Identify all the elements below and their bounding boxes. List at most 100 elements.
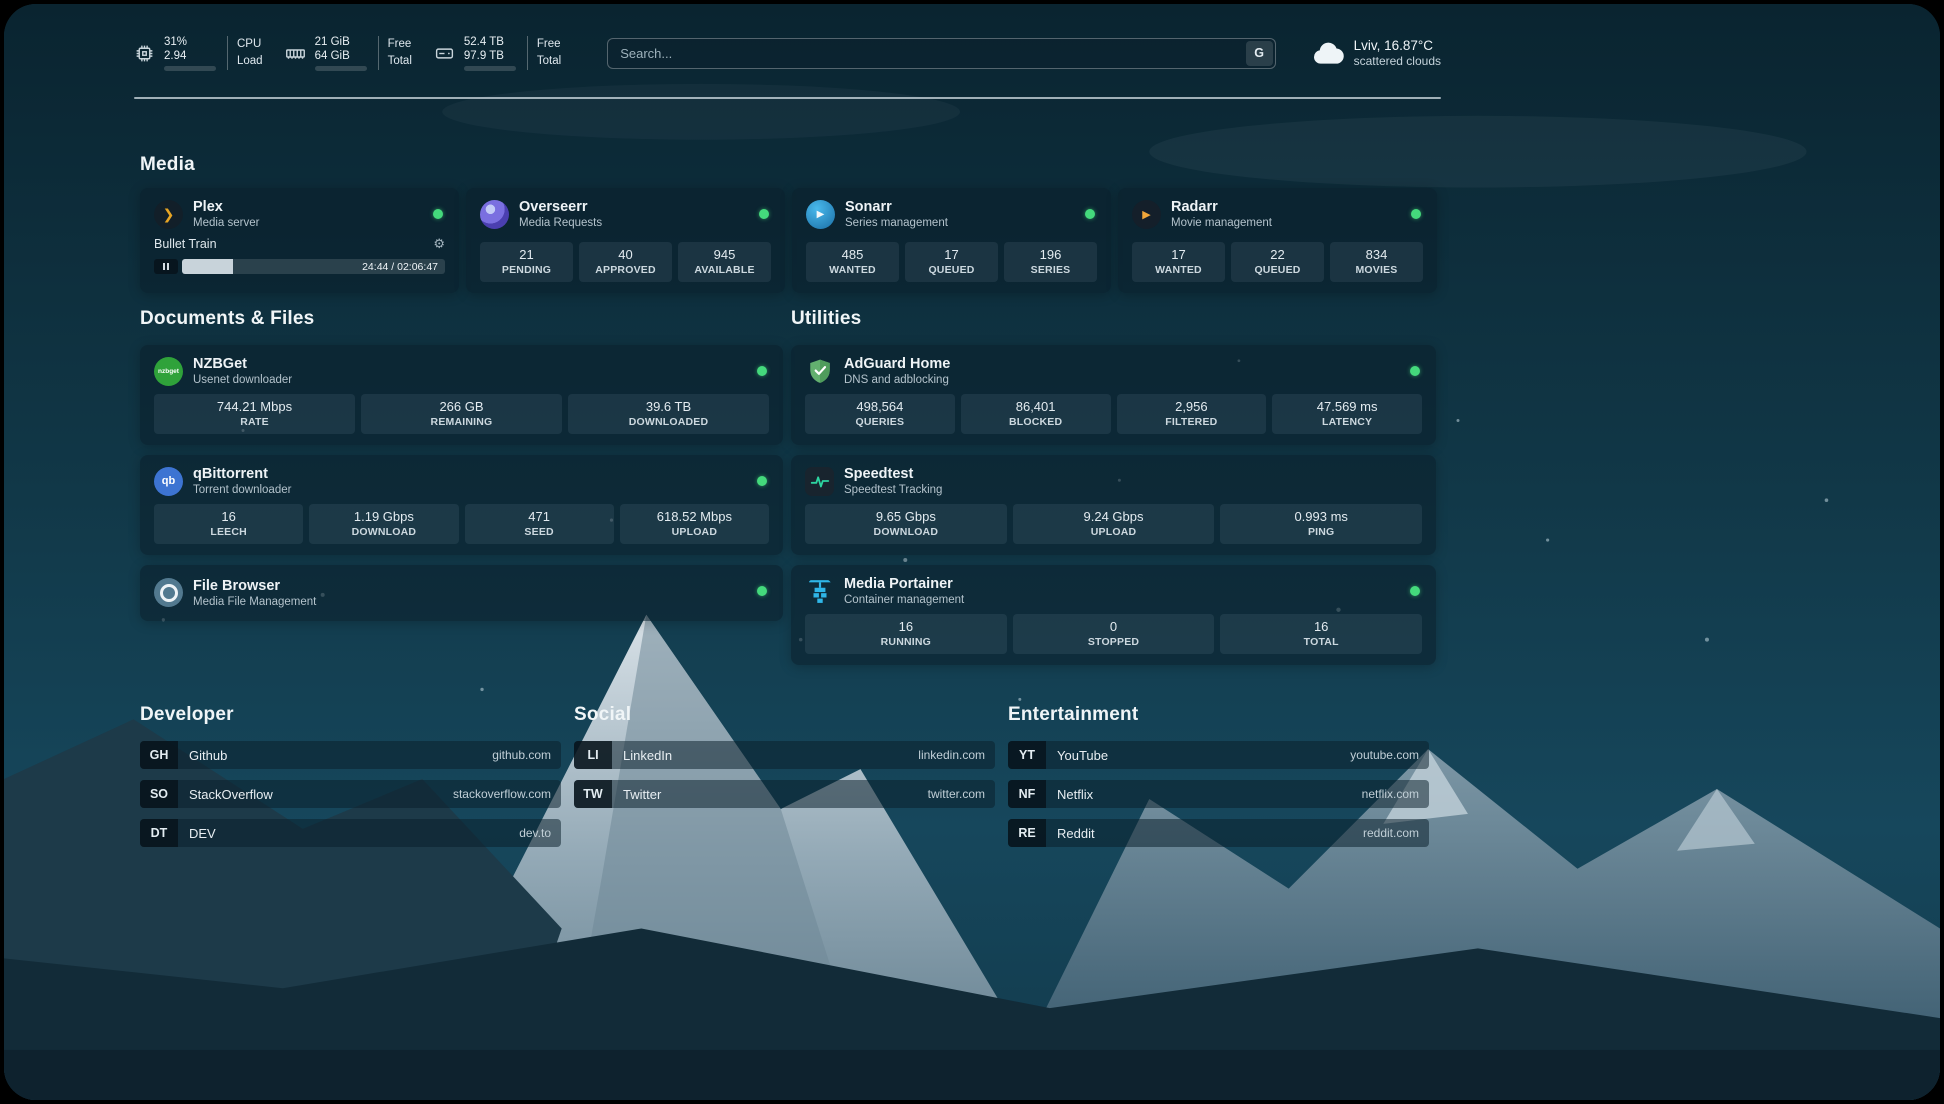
stat-label: QUEUED <box>928 264 975 276</box>
stat-value: 498,564 <box>856 399 904 414</box>
cpu-widget: 31% 2.94 CPU Load <box>134 35 263 72</box>
link-netflix[interactable]: NF Netflix netflix.com <box>1008 780 1429 808</box>
stat-label: STOPPED <box>1087 636 1140 648</box>
stat-label: SEED <box>524 526 554 538</box>
memory-icon <box>285 48 305 59</box>
stat-ping: 0.993 ms PING <box>1220 504 1423 544</box>
topbar: 31% 2.94 CPU Load 21 GiB 64 GiB Free Tot… <box>134 30 1441 76</box>
media-card-grid: Plex Media server Bullet Train ⚙ 24:44 /… <box>140 188 1437 293</box>
stat-label: SERIES <box>1030 264 1071 276</box>
search-bar: G <box>607 37 1276 69</box>
link-youtube[interactable]: YT YouTube youtube.com <box>1008 741 1429 769</box>
stat-queued: 17 QUEUED <box>905 242 998 282</box>
qbittorrent-icon <box>154 466 183 496</box>
stat-series: 196 SERIES <box>1004 242 1097 282</box>
link-badge: GH <box>140 741 178 769</box>
stat-label: QUEUED <box>1254 264 1301 276</box>
app-card-speedtest[interactable]: Speedtest Speedtest Tracking 9.65 Gbps DO… <box>791 455 1436 555</box>
settings-gear-icon[interactable]: ⚙ <box>433 236 445 252</box>
memory-total-value: 64 GiB <box>314 50 350 62</box>
stat-label: WANTED <box>1155 264 1202 276</box>
status-dot <box>757 586 767 596</box>
app-card-filebrowser[interactable]: File Browser Media File Management <box>140 565 783 621</box>
portainer-icon <box>805 577 834 606</box>
stat-label: UPLOAD <box>1090 526 1137 538</box>
app-card-plex[interactable]: Plex Media server Bullet Train ⚙ 24:44 /… <box>140 188 459 293</box>
app-card-sonarr[interactable]: Sonarr Series management 485 WANTED 17 QUE… <box>792 188 1111 293</box>
link-twitter[interactable]: TW Twitter twitter.com <box>574 780 995 808</box>
app-name: Overseerr <box>519 199 588 215</box>
stat-value: 16 <box>221 509 236 524</box>
memory-free-value: 21 GiB <box>314 35 350 48</box>
search-provider-button[interactable]: G <box>1245 40 1273 66</box>
stat-approved: 40 APPROVED <box>579 242 672 282</box>
link-reddit[interactable]: RE Reddit reddit.com <box>1008 819 1429 847</box>
radarr-icon <box>1132 199 1161 229</box>
stat-leech: 16 LEECH <box>154 504 304 544</box>
section-title-entertainment: Entertainment <box>1008 704 1139 725</box>
playback-progress-bar[interactable]: 24:44 / 02:06:47 <box>182 259 445 275</box>
cloud-icon <box>1313 42 1344 64</box>
status-dot <box>1410 586 1420 596</box>
stat-queries: 498,564 QUERIES <box>805 394 955 434</box>
pause-button[interactable] <box>154 259 178 275</box>
stat-pending: 21 PENDING <box>480 242 573 282</box>
section-title-media: Media <box>140 154 195 175</box>
disk-label-bottom: Total <box>536 55 562 67</box>
stat-value: 17 <box>944 247 959 262</box>
disk-usage-bar <box>463 66 516 72</box>
status-dot <box>1410 366 1420 376</box>
link-dev[interactable]: DT DEV dev.to <box>140 819 561 847</box>
app-card-nzbget[interactable]: NZBGet Usenet downloader 744.21 Mbps RATE… <box>140 345 783 445</box>
stat-remaining: 266 GB REMAINING <box>361 394 562 434</box>
disk-label-top: Free <box>536 38 561 51</box>
adguard-shield-icon <box>805 357 834 386</box>
app-name: AdGuard Home <box>844 356 951 372</box>
cpu-label-top: CPU <box>237 38 262 51</box>
stat-value: 1.19 Gbps <box>353 509 414 524</box>
stat-label: QUERIES <box>855 416 905 428</box>
nzbget-icon <box>154 356 183 386</box>
app-name: NZBGet <box>193 356 247 372</box>
link-linkedin[interactable]: LI LinkedIn linkedin.com <box>574 741 995 769</box>
app-card-portainer[interactable]: Media Portainer Container management 16 R… <box>791 565 1436 665</box>
section-title-documents: Documents & Files <box>140 308 315 329</box>
plex-icon <box>154 199 183 229</box>
app-subtitle: Media File Management <box>193 596 317 609</box>
link-stackoverflow[interactable]: SO StackOverflow stackoverflow.com <box>140 780 561 808</box>
link-name: StackOverflow <box>189 786 273 802</box>
stat-value: 196 <box>1039 247 1062 262</box>
stat-value: 471 <box>528 509 550 524</box>
link-url: github.com <box>492 748 551 762</box>
links-column-entertainment: Entertainment YT YouTube youtube.com NF … <box>1008 704 1429 858</box>
stat-label: RATE <box>240 416 269 428</box>
stat-value: 266 GB <box>439 399 484 414</box>
search-input[interactable] <box>607 37 1276 69</box>
app-card-qbittorrent[interactable]: qBittorrent Torrent downloader 16 LEECH 1… <box>140 455 783 555</box>
stat-download: 1.19 Gbps DOWNLOAD <box>309 504 459 544</box>
status-dot <box>433 209 443 219</box>
status-dot <box>759 209 769 219</box>
app-name: Speedtest <box>844 466 914 482</box>
stat-value: 945 <box>713 247 736 262</box>
memory-usage-bar <box>314 66 367 72</box>
stat-latency: 47.569 ms LATENCY <box>1272 394 1422 434</box>
link-url: youtube.com <box>1350 748 1419 762</box>
status-dot <box>757 476 767 486</box>
documents-column: Documents & Files NZBGet Usenet download… <box>140 308 783 621</box>
app-card-radarr[interactable]: Radarr Movie management 17 WANTED 22 QUEUE… <box>1118 188 1437 293</box>
app-card-adguard[interactable]: AdGuard Home DNS and adblocking 498,564 Q… <box>791 345 1436 445</box>
status-dot <box>1411 209 1421 219</box>
speedtest-icon <box>805 466 834 496</box>
link-github[interactable]: GH Github github.com <box>140 741 561 769</box>
app-card-overseerr[interactable]: Overseerr Media Requests 21 PENDING 40 APP… <box>466 188 785 293</box>
link-badge: TW <box>574 780 612 808</box>
status-dot <box>1085 209 1095 219</box>
stat-value: 47.569 ms <box>1316 399 1378 414</box>
app-subtitle: Torrent downloader <box>193 484 292 497</box>
stat-value: 39.6 TB <box>645 399 692 414</box>
overseerr-icon <box>480 199 509 229</box>
link-name: YouTube <box>1057 747 1109 763</box>
app-name: Media Portainer <box>844 576 953 592</box>
stat-label: AVAILABLE <box>694 264 755 276</box>
